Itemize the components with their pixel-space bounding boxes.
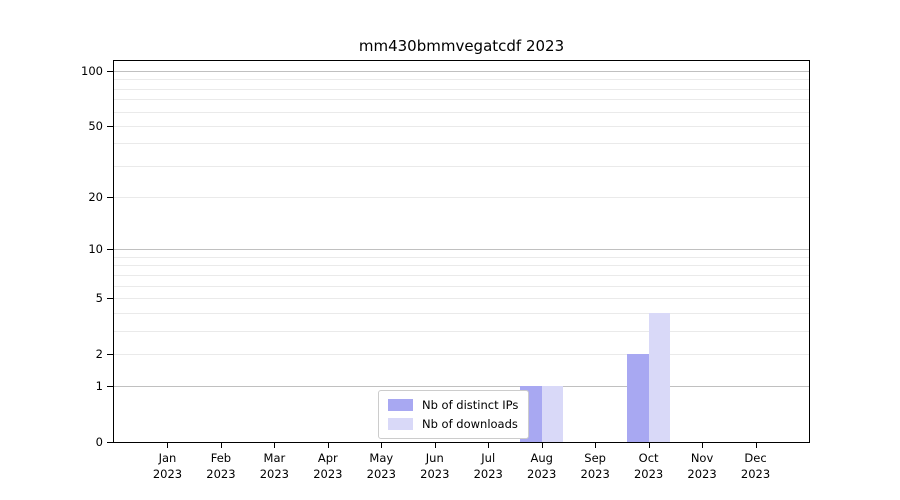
y-minor-gridline [114, 143, 809, 145]
y-minor-gridline [114, 197, 809, 199]
chart-title: mm430bmmvegatcdf 2023 [358, 37, 565, 55]
x-tick-label: Jan 2023 [152, 451, 183, 481]
x-tick-mark [541, 443, 543, 448]
bar-downloads-oct [648, 312, 670, 442]
legend-swatch-downloads-icon [388, 418, 413, 430]
y-tick-label: 1 [95, 379, 103, 394]
x-tick-label: Dec 2023 [740, 451, 771, 481]
x-tick-mark [488, 443, 490, 448]
x-tick-mark [595, 443, 597, 448]
x-tick-mark [274, 443, 276, 448]
y-tick-mark [107, 386, 113, 388]
x-tick-mark [702, 443, 704, 448]
y-minor-gridline [114, 88, 809, 90]
x-tick-label: Feb 2023 [206, 451, 236, 481]
x-tick-label: Apr 2023 [313, 451, 343, 481]
y-tick-label: 2 [95, 346, 103, 361]
y-tick-mark [107, 197, 113, 199]
y-tick-mark [107, 71, 113, 72]
legend-swatch-distinct-ips-icon [388, 399, 413, 411]
x-tick-label: May 2023 [366, 451, 396, 481]
x-tick-label: Oct 2023 [633, 451, 664, 481]
x-tick-label: Nov 2023 [687, 451, 717, 481]
x-tick-label: Jun 2023 [420, 451, 450, 481]
y-minor-gridline [114, 256, 809, 258]
x-tick-mark [434, 443, 436, 448]
y-minor-gridline [114, 274, 809, 276]
legend-label-downloads: Nb of downloads [422, 417, 518, 431]
bar-downloads-aug [541, 386, 564, 442]
y-minor-gridline [114, 297, 809, 299]
y-minor-gridline [114, 79, 809, 81]
x-tick-label: Aug 2023 [527, 451, 557, 481]
y-major-gridline [114, 71, 809, 72]
x-tick-mark [648, 443, 650, 448]
y-major-gridline [114, 386, 809, 388]
y-minor-gridline [114, 99, 809, 101]
y-tick-mark [107, 442, 113, 443]
x-tick-mark [220, 443, 222, 448]
x-tick-label: Sep 2023 [580, 451, 610, 481]
x-tick-mark [381, 443, 383, 448]
y-tick-label: 0 [95, 435, 103, 449]
y-minor-gridline [114, 111, 809, 113]
y-tick-mark [107, 249, 113, 251]
x-tick-mark [167, 443, 169, 448]
y-tick-label: 100 [81, 64, 103, 78]
x-tick-label: Mar 2023 [259, 451, 290, 481]
x-tick-mark [755, 443, 757, 448]
y-tick-label: 20 [88, 190, 103, 205]
y-tick-mark [107, 125, 113, 127]
legend: Nb of distinct IPs Nb of downloads [378, 390, 530, 439]
y-minor-gridline [114, 330, 809, 332]
y-minor-gridline [114, 353, 809, 355]
x-tick-label: Jul 2023 [473, 451, 503, 481]
plot-area: Nb of distinct IPs Nb of downloads [113, 60, 810, 443]
y-minor-gridline [114, 125, 809, 127]
y-minor-gridline [114, 312, 809, 314]
legend-label-distinct-ips: Nb of distinct IPs [422, 398, 519, 412]
legend-entry-distinct-ips: Nb of distinct IPs [388, 398, 518, 412]
y-minor-gridline [114, 265, 809, 267]
y-tick-mark [107, 353, 113, 355]
y-minor-gridline [114, 285, 809, 287]
legend-entry-downloads: Nb of downloads [388, 417, 518, 431]
y-minor-gridline [114, 165, 809, 167]
y-tick-label: 50 [88, 118, 103, 133]
bar-distinct-ips-oct [627, 353, 649, 442]
x-tick-mark [327, 443, 329, 448]
y-tick-label: 10 [88, 242, 103, 257]
y-tick-mark [107, 297, 113, 299]
y-major-gridline [114, 249, 809, 251]
y-tick-label: 5 [95, 290, 103, 305]
